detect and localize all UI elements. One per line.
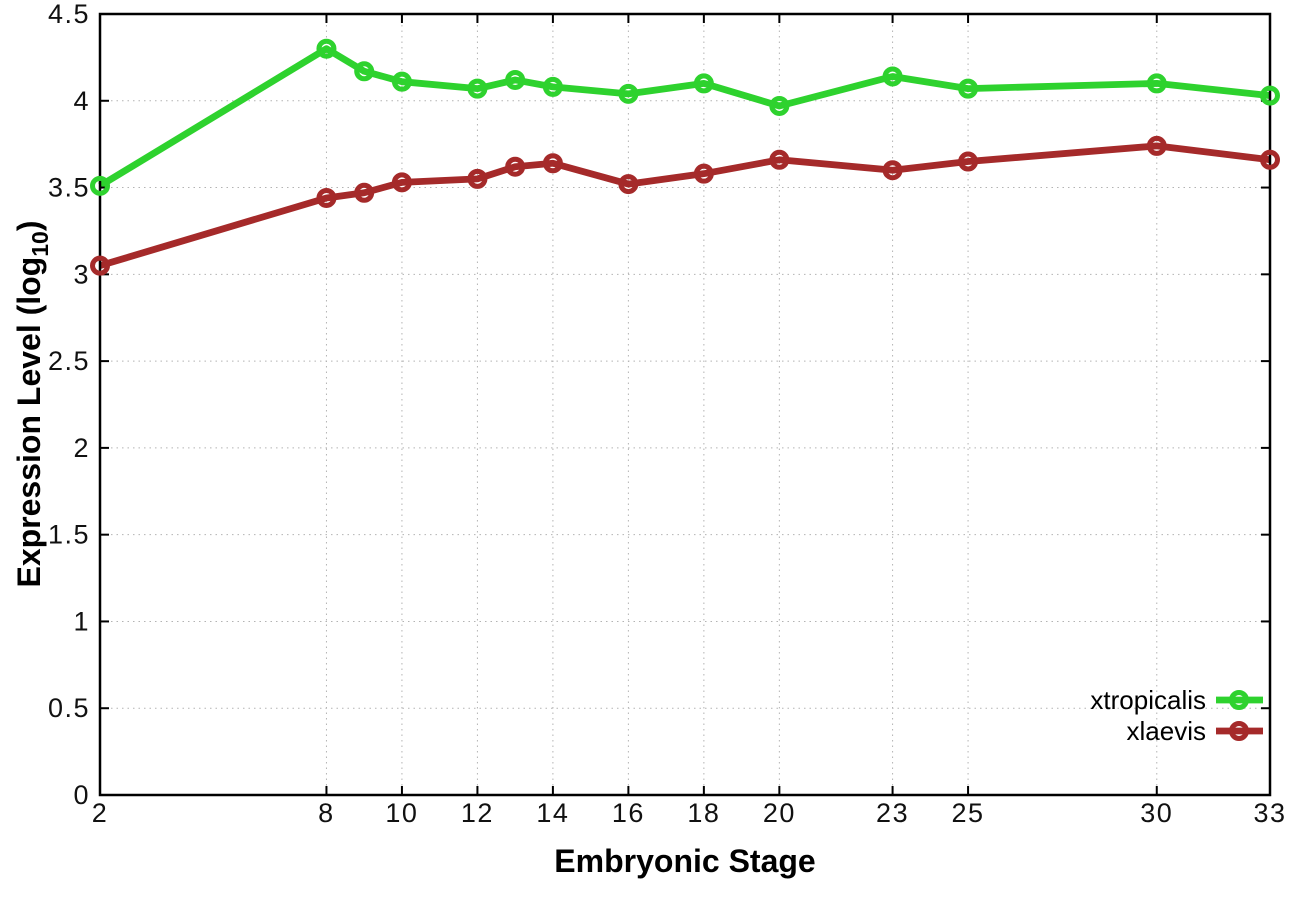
gridlines <box>100 14 1270 795</box>
data-point-xlaevis <box>467 168 488 189</box>
data-point-xtropicalis <box>769 95 790 116</box>
x-tick-label: 30 <box>1140 798 1173 828</box>
data-point-xtropicalis <box>958 78 979 99</box>
data-point-xlaevis <box>769 149 790 170</box>
x-tick-label: 10 <box>385 798 418 828</box>
y-tick-label: 3 <box>73 259 90 289</box>
data-point-xtropicalis <box>1260 85 1280 106</box>
x-tick-label: 20 <box>763 798 796 828</box>
y-tick-label: 4.5 <box>48 0 90 29</box>
data-point-xlaevis <box>1260 149 1280 170</box>
y-tick-label: 3.5 <box>48 173 90 203</box>
data-point-xlaevis <box>316 187 337 208</box>
legend-item-xtropicalis: xtropicalis <box>1090 685 1263 715</box>
legend-marker-xtropicalis <box>1229 690 1249 710</box>
y-tick-label: 0.5 <box>48 693 90 723</box>
series-lines <box>98 45 1271 269</box>
data-point-xtropicalis <box>542 76 563 97</box>
x-tick-label: 18 <box>687 798 720 828</box>
tick-labels: 2 8 10 12 14 16 18 20 23 25 30 33 0 0.5 1 1.5 2 2.5 3 3.5 4 4… <box>48 0 1286 828</box>
data-point-xtropicalis <box>316 38 337 59</box>
x-tick-label: 23 <box>876 798 909 828</box>
data-point-xlaevis <box>693 163 714 184</box>
x-tick-label: 33 <box>1253 798 1286 828</box>
y-tick-label: 2 <box>73 433 90 463</box>
legend-item-xlaevis: xlaevis <box>1127 716 1263 746</box>
x-tick-label: 2 <box>92 798 109 828</box>
x-tick-label: 8 <box>318 798 335 828</box>
y-tick-label: 4 <box>73 86 90 116</box>
series-markers <box>90 38 1280 276</box>
data-point-xlaevis <box>618 174 639 195</box>
data-point-xlaevis <box>958 151 979 172</box>
data-point-xlaevis <box>1146 135 1167 156</box>
x-tick-label: 16 <box>612 798 645 828</box>
data-point-xlaevis <box>391 172 412 193</box>
series-line-xlaevis <box>99 142 1271 269</box>
data-point-xtropicalis <box>467 78 488 99</box>
data-point-xtropicalis <box>693 73 714 94</box>
data-point-xtropicalis <box>882 66 903 87</box>
data-point-xlaevis <box>90 255 110 276</box>
y-tick-label: 1.5 <box>48 520 90 550</box>
data-point-xtropicalis <box>391 71 412 92</box>
series-line-xtropicalis <box>98 45 1271 189</box>
data-point-xtropicalis <box>354 61 375 82</box>
axis-ticks <box>99 13 1271 796</box>
x-axis-title: Embryonic Stage <box>554 843 815 879</box>
data-point-xlaevis <box>542 153 563 174</box>
legend-marker-xlaevis <box>1229 721 1249 741</box>
x-tick-label: 14 <box>536 798 569 828</box>
x-tick-label: 12 <box>461 798 494 828</box>
y-tick-label: 0 <box>73 780 90 810</box>
legend-label-xlaevis: xlaevis <box>1127 716 1206 746</box>
y-axis-title: Expression Level (log10) <box>11 220 53 587</box>
data-point-xlaevis <box>505 156 526 177</box>
data-point-xtropicalis <box>90 175 110 196</box>
plot-border <box>98 12 1272 797</box>
data-point-xlaevis <box>882 160 903 181</box>
data-point-xtropicalis <box>505 69 526 90</box>
data-point-xtropicalis <box>618 83 639 104</box>
y-tick-label: 2.5 <box>48 346 90 376</box>
legend: xtropicalis xlaevis <box>1090 685 1263 746</box>
data-point-xlaevis <box>354 182 375 203</box>
data-point-xtropicalis <box>1146 73 1167 94</box>
y-tick-label: 1 <box>73 606 90 636</box>
x-tick-label: 25 <box>952 798 985 828</box>
legend-label-xtropicalis: xtropicalis <box>1090 685 1206 715</box>
